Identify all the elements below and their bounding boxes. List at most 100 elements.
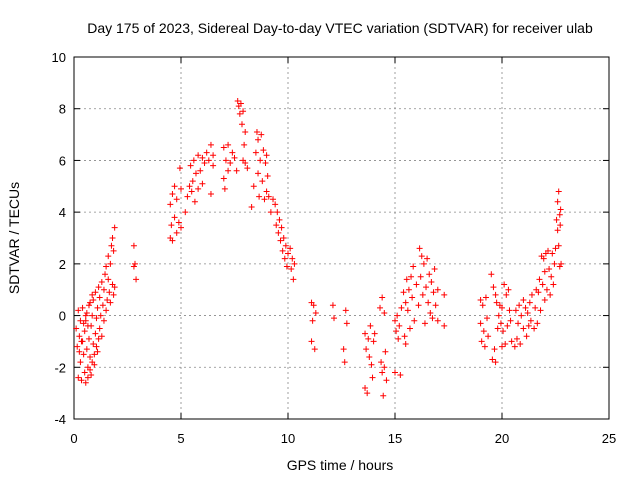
data-point [225, 167, 232, 174]
data-point [110, 291, 117, 298]
data-point [100, 286, 107, 293]
axis-ticks [73, 56, 610, 420]
data-point [263, 152, 270, 159]
data-point [555, 188, 562, 195]
data-point [73, 325, 80, 332]
data-point [381, 309, 388, 316]
data-point [130, 263, 137, 270]
data-point [492, 291, 499, 298]
data-point [368, 361, 375, 368]
data-point [362, 330, 369, 337]
data-point [515, 320, 522, 327]
data-point [95, 284, 102, 291]
data-point [427, 309, 434, 316]
data-point [82, 379, 89, 386]
data-point [518, 312, 525, 319]
data-point [108, 242, 115, 249]
data-point [275, 229, 282, 236]
data-point [110, 247, 117, 254]
data-point [522, 304, 529, 311]
data-point [256, 193, 263, 200]
data-point [477, 297, 484, 304]
data-point [187, 162, 194, 169]
x-tick-label: 5 [177, 431, 184, 446]
data-point [478, 338, 485, 345]
data-point [421, 320, 428, 327]
data-point [77, 317, 84, 324]
data-point [441, 322, 448, 329]
data-point [84, 374, 91, 381]
data-point [393, 328, 400, 335]
data-point [278, 224, 285, 231]
plot-frame [73, 56, 610, 420]
data-point [371, 330, 378, 337]
data-point [199, 180, 206, 187]
data-point [492, 359, 499, 366]
data-point [403, 276, 410, 283]
data-point [186, 183, 193, 190]
data-point [261, 196, 268, 203]
data-point [210, 162, 217, 169]
data-point [555, 242, 562, 249]
data-point [89, 312, 96, 319]
data-point [273, 222, 280, 229]
data-point [503, 291, 510, 298]
data-point [175, 219, 182, 226]
data-point [366, 353, 373, 360]
data-point [523, 333, 530, 340]
data-point [424, 255, 431, 262]
data-point [401, 333, 408, 340]
data-point [210, 152, 217, 159]
y-tick-label: 10 [52, 50, 66, 65]
data-point [234, 97, 241, 104]
data-point [178, 224, 184, 231]
data-point [87, 299, 94, 306]
data-point [171, 183, 178, 190]
data-point [258, 131, 265, 138]
data-point [409, 294, 416, 301]
data-point [524, 309, 531, 316]
data-point [111, 224, 118, 231]
data-point [425, 299, 432, 306]
data-point [105, 253, 112, 260]
data-point [364, 390, 371, 397]
data-point [558, 260, 565, 267]
data-point [207, 191, 214, 198]
data-point [441, 291, 448, 298]
data-point [534, 320, 541, 327]
data-point [169, 237, 176, 244]
data-point [402, 299, 409, 306]
y-tick-label: -2 [54, 360, 66, 375]
data-point [540, 255, 547, 262]
data-point [495, 312, 502, 319]
data-point [488, 271, 495, 278]
data-point [340, 346, 347, 353]
data-point [382, 348, 389, 355]
data-point [398, 304, 405, 311]
data-point [513, 335, 520, 342]
data-point [241, 141, 248, 148]
data-point [557, 222, 564, 229]
data-point [420, 260, 427, 267]
data-point [201, 160, 208, 167]
data-point [501, 281, 508, 288]
data-point [527, 317, 534, 324]
x-tick-label: 10 [281, 431, 295, 446]
data-point [520, 297, 527, 304]
data-point [408, 273, 415, 280]
data-point [507, 317, 514, 324]
data-point [182, 209, 189, 216]
data-point [383, 377, 390, 384]
data-point [556, 211, 563, 218]
data-point [99, 302, 106, 309]
data-point [404, 307, 411, 314]
data-point [511, 343, 518, 350]
data-point [504, 322, 511, 329]
data-point [79, 304, 86, 311]
data-point [173, 196, 180, 203]
data-point [89, 291, 96, 298]
data-point [87, 366, 94, 373]
data-point [89, 359, 96, 366]
data-point [250, 183, 257, 190]
data-point [81, 328, 88, 335]
